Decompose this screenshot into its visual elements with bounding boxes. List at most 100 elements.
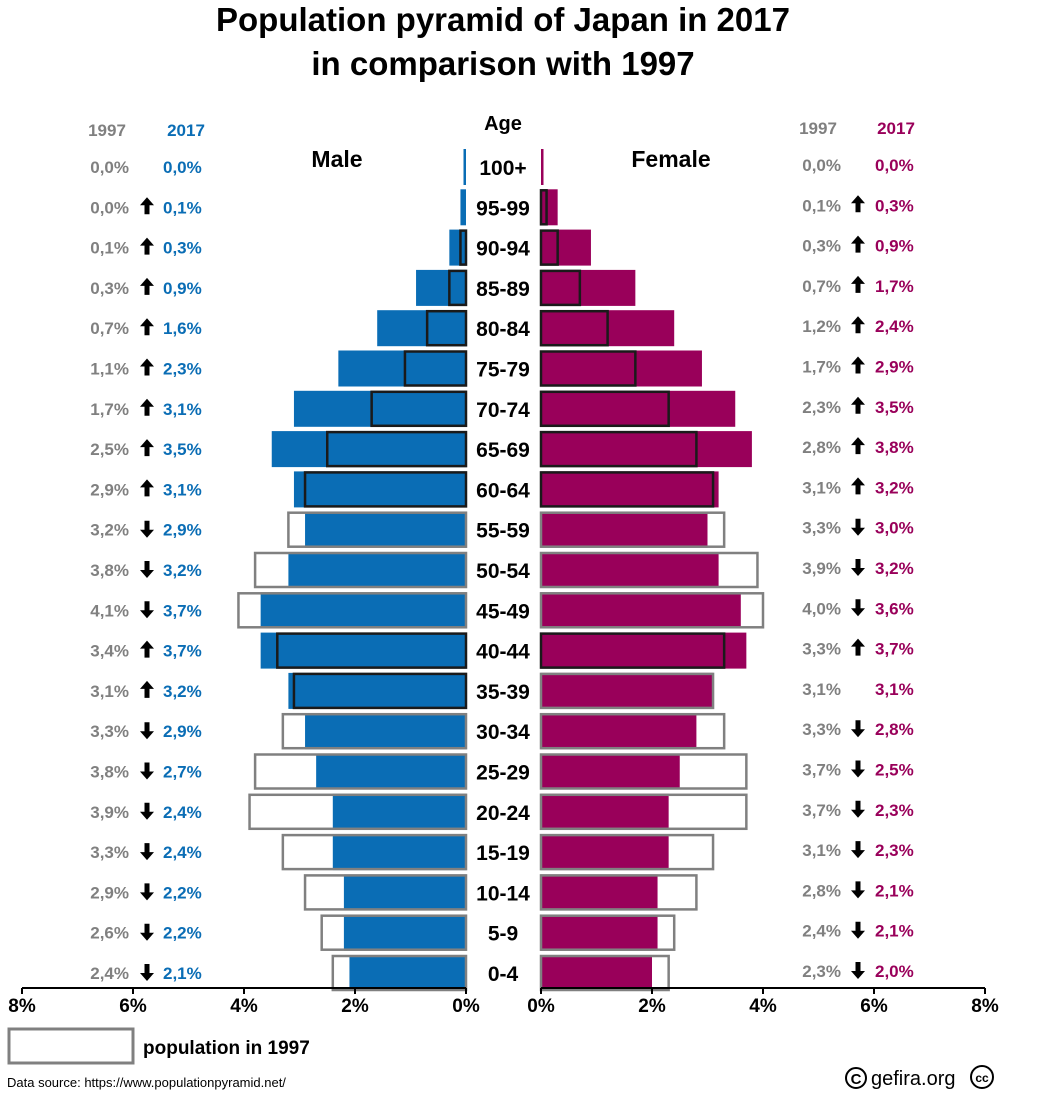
male-1997-outline [320,914,468,951]
arrow-down-icon [851,962,865,979]
male-2017-value: 3,2% [163,682,202,701]
male-2017-value: 2,9% [163,521,202,540]
male-1997-outline [276,632,468,669]
female-2017-bar [541,471,719,508]
svg-text:cc: cc [975,1071,989,1085]
male-2017-value: 3,7% [163,642,202,661]
x-tick-label: 2% [341,996,369,1017]
male-label: Male [311,146,362,172]
arrow-up-icon [851,275,865,293]
male-1997-value: 3,9% [90,803,129,822]
age-label: 5-9 [488,923,518,946]
female-2017-value: 0,0% [875,156,914,175]
male-1997-value: 3,8% [90,763,129,782]
female-2017-bar [541,269,636,306]
female-1997-value: 3,1% [802,680,841,699]
male-1997-value: 2,9% [90,480,129,499]
male-1997-outline [326,430,468,468]
male-1997-outline [253,753,468,790]
creative-commons-icon: cc [970,1065,994,1089]
male-2017-bar [377,310,466,347]
arrow-down-icon [140,722,154,740]
male-2017-value: 3,7% [163,601,202,620]
female-1997-value: 4,0% [802,599,841,618]
legend-swatch-1997 [7,1027,135,1065]
age-label: 20-24 [476,802,530,825]
arrow-down-icon [140,883,154,901]
age-label: 10-14 [476,882,530,905]
female-1997-outline [539,511,726,548]
female-1997-outline [539,833,715,871]
female-1997-outline [539,269,582,307]
female-1997-outline [539,632,726,669]
arrow-down-icon [140,601,154,619]
chart-title-line2: in comparison with 1997 [311,45,694,82]
male-2017-bar [271,431,466,468]
male-2017-bar [288,672,466,709]
male-2017-value: 2,4% [163,803,202,822]
female-2017-value: 2,9% [875,358,914,377]
arrow-up-icon [851,638,865,656]
male-2017-value: 2,9% [163,722,202,741]
female-2017-value: 2,5% [875,761,914,780]
arrow-up-icon [140,640,154,658]
male-1997-outline [303,471,468,508]
male-1997-outline [237,592,468,629]
female-1997-outline [539,954,670,992]
male-2017-value: 3,1% [163,400,202,419]
value-label-group: 100+ 0,0% 0,0% 0,0% 0,0% 95-99 0,0% 0,1% 0,1% 0,3… [90,156,914,986]
male-1997-value: 4,1% [90,601,129,620]
female-1997-value: 2,8% [802,438,841,457]
male-2017-value: 2,7% [163,763,202,782]
female-2017-header: 2017 [877,119,915,138]
age-label: 30-34 [476,721,530,744]
female-2017-bar [541,834,669,871]
female-2017-bar [541,390,736,427]
female-2017-bar [541,874,658,911]
arrow-down-icon [851,760,865,778]
age-label: 60-64 [476,479,530,502]
female-2017-value: 3,1% [875,680,914,699]
arrow-down-icon [140,802,154,820]
male-2017-header: 2017 [167,121,205,140]
arrow-down-icon [140,762,154,780]
female-2017-value: 2,0% [875,962,914,981]
female-2017-bar [541,189,558,226]
female-2017-value: 2,4% [875,317,914,336]
chart-title-line1: Population pyramid of Japan in 2017 [216,1,790,38]
x-tick-label: 4% [230,996,258,1017]
male-2017-value: 2,2% [163,883,202,902]
female-1997-outline [539,350,637,387]
male-2017-value: 2,2% [163,924,202,943]
male-1997-outline [331,954,468,992]
male-2017-bar [305,713,466,750]
age-label: 65-69 [476,439,530,462]
arrow-up-icon [851,195,865,213]
female-2017-bar [541,793,669,830]
arrow-up-icon [140,680,154,698]
female-2017-value: 3,2% [875,478,914,497]
arrow-up-icon [140,358,154,376]
age-label: 95-99 [476,197,530,220]
male-1997-outline [303,874,468,911]
male-2017-value: 2,3% [163,360,202,379]
arrow-up-icon [851,396,865,414]
arrow-down-icon [140,520,154,538]
male-1997-outline [292,672,468,710]
female-2017-bar [541,149,544,185]
female-1997-outline [539,592,765,629]
female-2017-bar [541,672,714,709]
male-2017-bar [343,874,466,911]
male-2017-value: 3,5% [163,440,202,459]
arrow-down-icon [140,923,154,941]
female-1997-outline [539,672,715,710]
age-label: 50-54 [476,560,530,583]
arrow-down-icon [851,881,865,899]
male-2017-bar [416,269,466,306]
female-1997-outline [539,793,748,831]
female-2017-value: 1,7% [875,277,914,296]
age-label: 55-59 [476,520,530,543]
female-1997-value: 2,8% [802,881,841,900]
female-1997-value: 0,3% [802,237,841,256]
female-1997-value: 2,3% [802,962,841,981]
